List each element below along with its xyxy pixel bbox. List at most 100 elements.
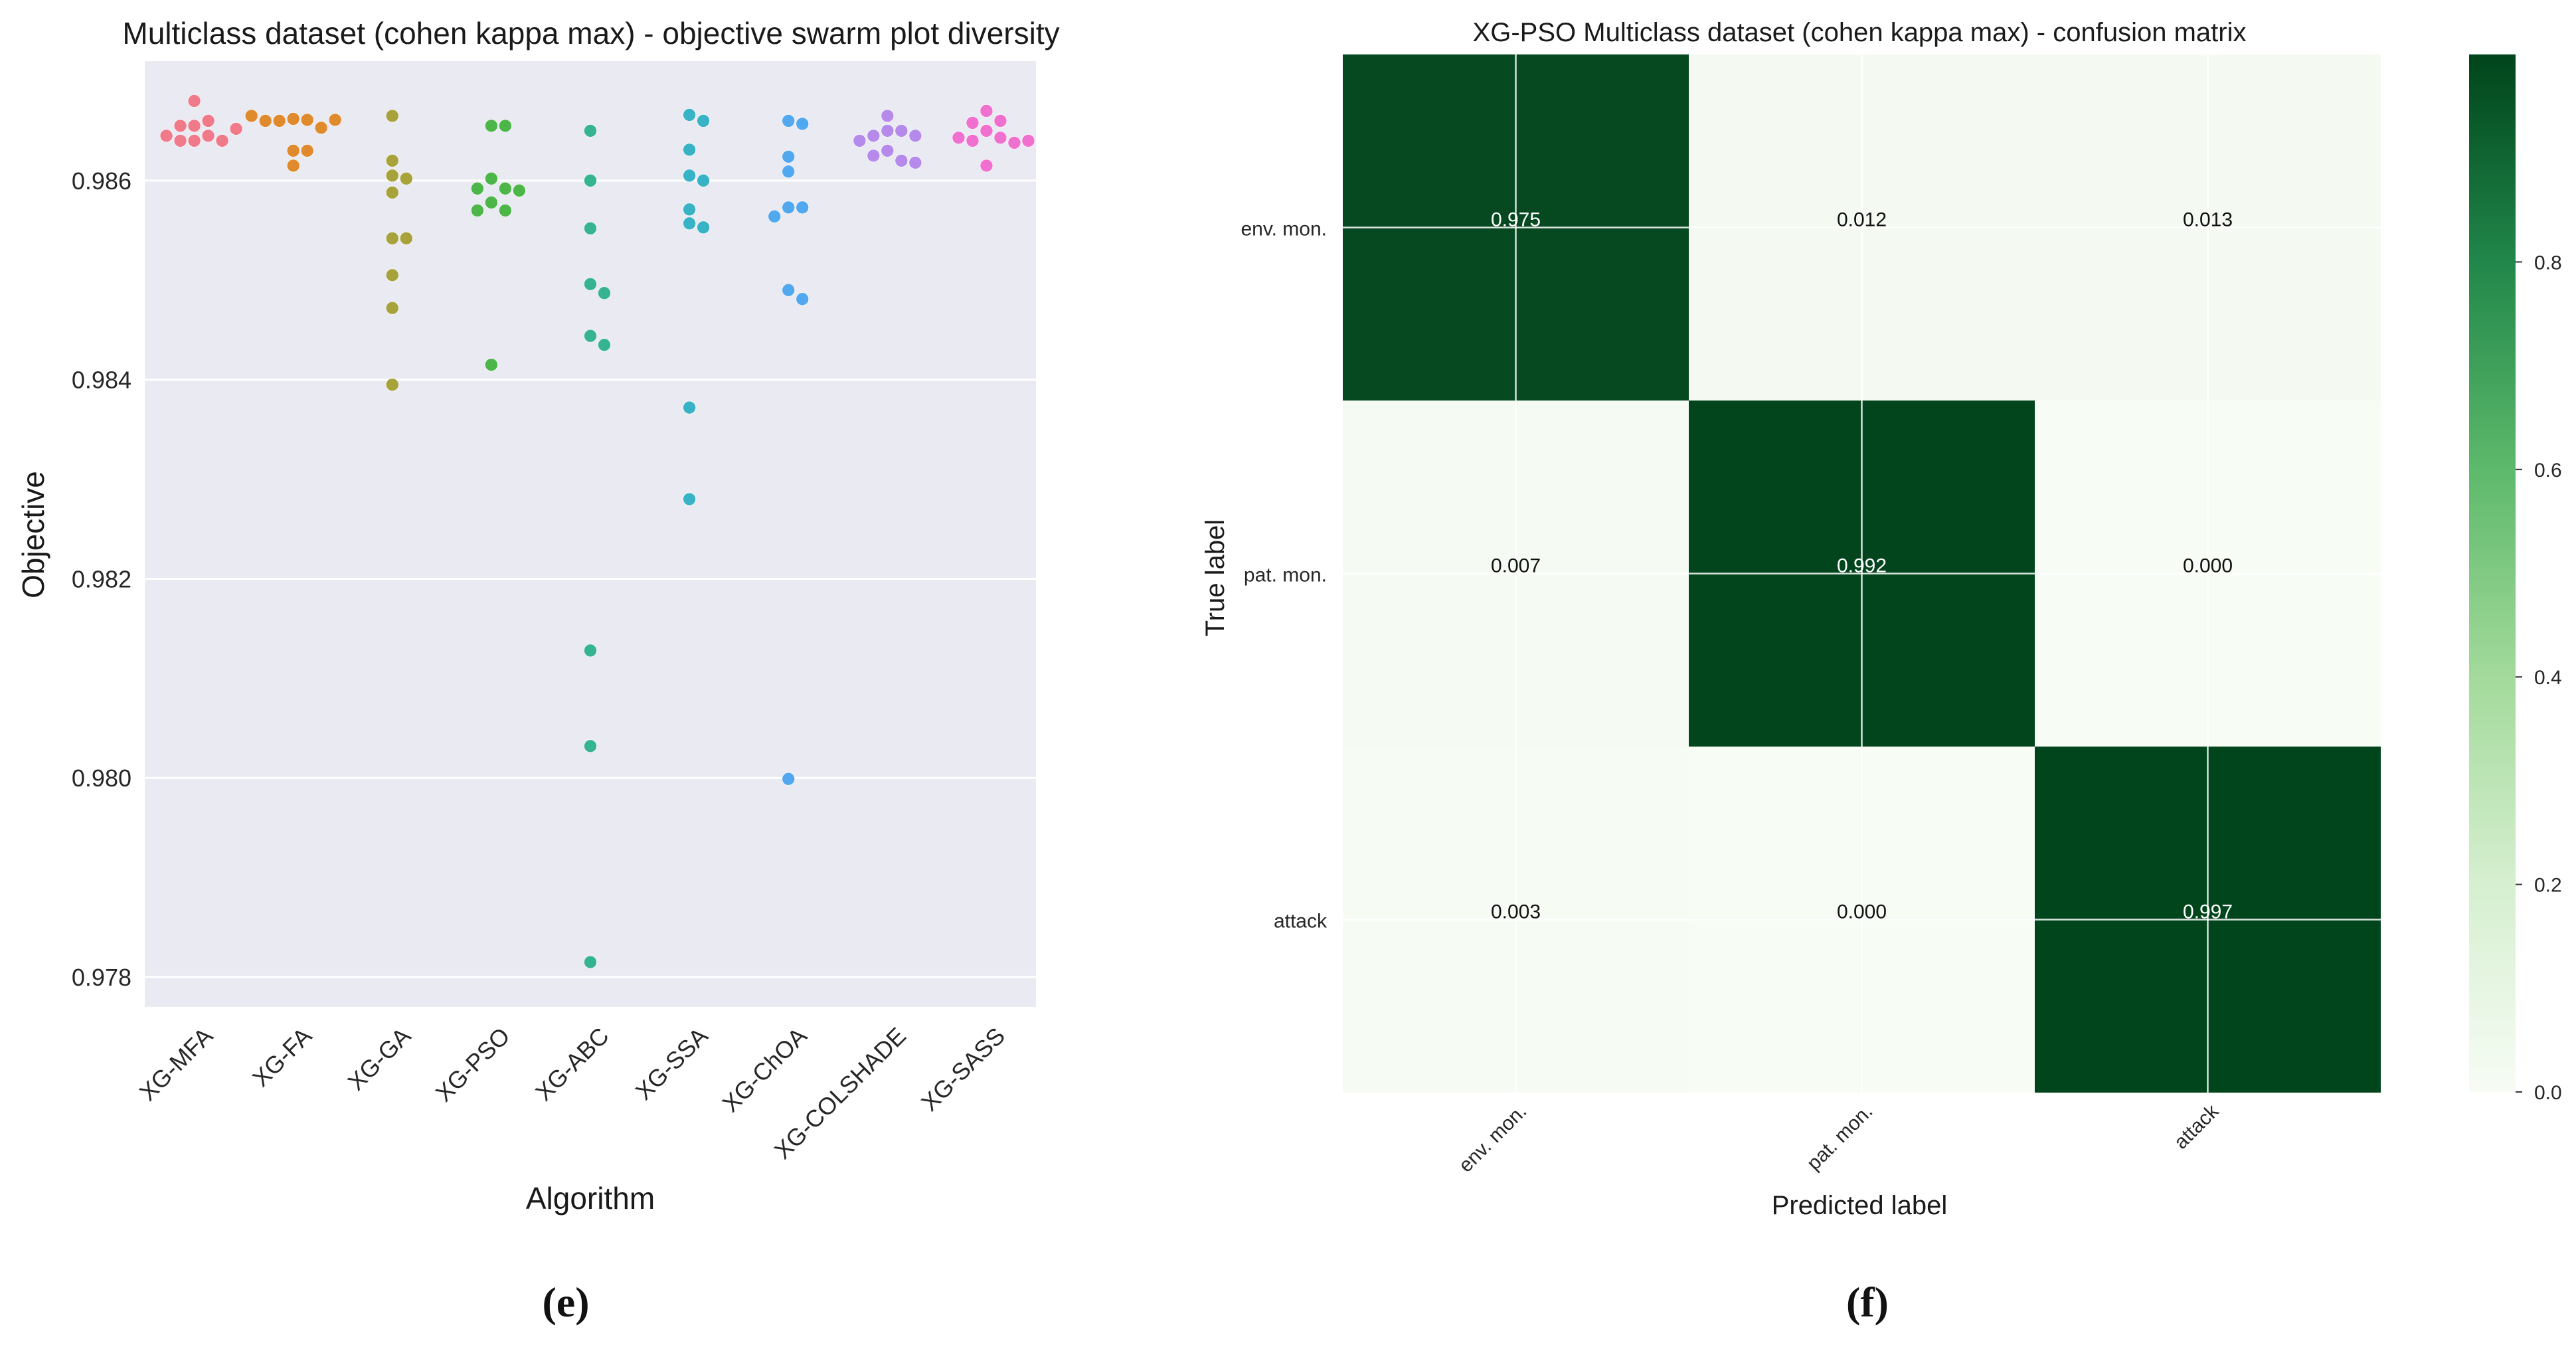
swarm-point bbox=[485, 358, 498, 371]
swarm-points bbox=[159, 94, 1035, 969]
swarm-x-tick-label: XG-FA bbox=[247, 1022, 317, 1092]
swarm-point bbox=[286, 144, 300, 157]
swarm-x-tick-label: XG-PSO bbox=[430, 1022, 515, 1107]
swarm-point bbox=[683, 203, 696, 217]
swarm-point bbox=[782, 114, 796, 128]
swarm-point bbox=[499, 204, 512, 217]
swarm-point bbox=[584, 329, 597, 343]
swarm-point bbox=[286, 112, 300, 126]
swarm-y-ticks: 0.978 0.980 0.982 0.984 0.986 bbox=[72, 167, 131, 991]
swarm-point bbox=[584, 174, 597, 187]
swarm-point bbox=[895, 124, 908, 137]
cm-cell-value: 0.975 bbox=[1491, 209, 1541, 231]
swarm-point bbox=[908, 156, 922, 169]
cm-cell-value: 0.000 bbox=[1837, 901, 1887, 923]
swarm-point bbox=[796, 201, 810, 215]
swarm-point bbox=[215, 134, 229, 147]
swarm-x-axis-label: Algorithm bbox=[526, 1181, 655, 1215]
swarm-point bbox=[683, 217, 696, 230]
swarm-point bbox=[385, 301, 399, 315]
swarm-point bbox=[881, 144, 895, 157]
swarm-y-tick-label: 0.982 bbox=[72, 565, 131, 592]
swarm-point bbox=[399, 172, 413, 185]
swarm-title: Multiclass dataset (cohen kappa max) - o… bbox=[122, 16, 1059, 50]
swarm-point bbox=[286, 159, 300, 173]
cm-cell-labels: 0.975 0.012 0.013 0.007 0.992 0.000 0.003 0.000… bbox=[1491, 209, 2233, 923]
cm-title: XG-PSO Multiclass dataset (cohen kappa m… bbox=[1473, 18, 2247, 47]
swarm-point bbox=[966, 116, 980, 130]
swarm-point bbox=[768, 210, 782, 223]
swarm-point bbox=[485, 196, 498, 209]
colorbar-ticks: 0.0 0.2 0.4 0.6 0.8 bbox=[2516, 252, 2562, 1104]
swarm-point bbox=[881, 124, 895, 137]
swarm-point bbox=[385, 186, 399, 199]
swarm-point bbox=[782, 772, 796, 786]
swarm-point bbox=[993, 131, 1007, 145]
swarm-point bbox=[796, 292, 810, 306]
colorbar-tick-label: 0.0 bbox=[2534, 1082, 2562, 1104]
swarm-point bbox=[499, 182, 512, 195]
swarm-point bbox=[697, 114, 710, 128]
swarm-point bbox=[881, 109, 895, 123]
swarm-point bbox=[485, 119, 498, 133]
swarm-point bbox=[187, 134, 201, 147]
colorbar-tick-label: 0.8 bbox=[2534, 252, 2562, 274]
swarm-point bbox=[385, 154, 399, 167]
panel-label-f: (f) bbox=[1846, 1279, 1889, 1326]
swarm-point bbox=[584, 222, 597, 235]
swarm-point bbox=[244, 109, 258, 123]
swarm-y-tick-label: 0.978 bbox=[72, 964, 131, 991]
swarm-plot-area bbox=[145, 61, 1036, 1007]
swarm-point bbox=[385, 232, 399, 245]
swarm-point bbox=[201, 129, 215, 143]
swarm-point bbox=[895, 154, 908, 167]
cm-x-axis-label: Predicted label bbox=[1772, 1191, 1948, 1220]
swarm-point bbox=[499, 119, 512, 133]
swarm-point bbox=[159, 129, 173, 143]
swarm-point bbox=[683, 108, 696, 122]
swarm-y-tick-label: 0.984 bbox=[72, 367, 131, 394]
swarm-point bbox=[966, 134, 980, 147]
swarm-point bbox=[584, 955, 597, 969]
colorbar-tick-label: 0.4 bbox=[2534, 667, 2562, 689]
swarm-point bbox=[993, 114, 1007, 128]
cm-cell-value: 0.012 bbox=[1837, 209, 1887, 231]
swarm-point bbox=[683, 169, 696, 183]
cm-gridlines bbox=[1343, 54, 2381, 1093]
swarm-point bbox=[229, 122, 243, 135]
cm-y-axis-label: True label bbox=[1201, 519, 1230, 636]
swarm-point bbox=[513, 184, 526, 197]
swarm-point bbox=[683, 401, 696, 414]
cm-cell-value: 0.997 bbox=[2183, 901, 2233, 923]
swarm-y-tick-label: 0.986 bbox=[72, 167, 131, 195]
cm-col-tick-label: attack bbox=[2170, 1100, 2224, 1154]
swarm-x-tick-label: XG-GA bbox=[342, 1022, 416, 1096]
swarm-point bbox=[187, 119, 201, 133]
swarm-point bbox=[782, 150, 796, 163]
colorbar-tick-label: 0.6 bbox=[2534, 460, 2562, 482]
panel-label-e: (e) bbox=[542, 1279, 589, 1326]
swarm-x-ticks: XG-MFA XG-FA XG-GA XG-PSO XG-ABC XG-SSA XG-ChO… bbox=[134, 1022, 1010, 1164]
cm-row-tick-label: env. mon. bbox=[1241, 219, 1327, 240]
swarm-point bbox=[853, 134, 867, 147]
swarm-x-tick-label: XG-ABC bbox=[530, 1022, 614, 1107]
colorbar-tick-label: 0.2 bbox=[2534, 875, 2562, 897]
swarm-point bbox=[782, 165, 796, 179]
swarm-point bbox=[683, 143, 696, 157]
swarm-point bbox=[471, 182, 484, 195]
swarm-point bbox=[584, 124, 597, 137]
swarm-point bbox=[471, 204, 484, 217]
swarm-point bbox=[867, 129, 881, 143]
swarm-point bbox=[485, 172, 498, 185]
swarm-point bbox=[385, 378, 399, 391]
swarm-x-tick-label: XG-SASS bbox=[916, 1022, 1010, 1117]
swarm-point bbox=[328, 113, 342, 127]
swarm-y-axis-label: Objective bbox=[16, 471, 50, 598]
cm-col-ticks: env. mon. pat. mon. attack bbox=[1455, 1100, 2224, 1177]
swarm-point bbox=[385, 268, 399, 282]
cm-col-tick-label: env. mon. bbox=[1455, 1101, 1531, 1177]
cm-row-tick-label: pat. mon. bbox=[1244, 565, 1327, 586]
confusion-matrix-chart: XG-PSO Multiclass dataset (cohen kappa m… bbox=[1201, 18, 2562, 1326]
swarm-point bbox=[314, 121, 328, 135]
